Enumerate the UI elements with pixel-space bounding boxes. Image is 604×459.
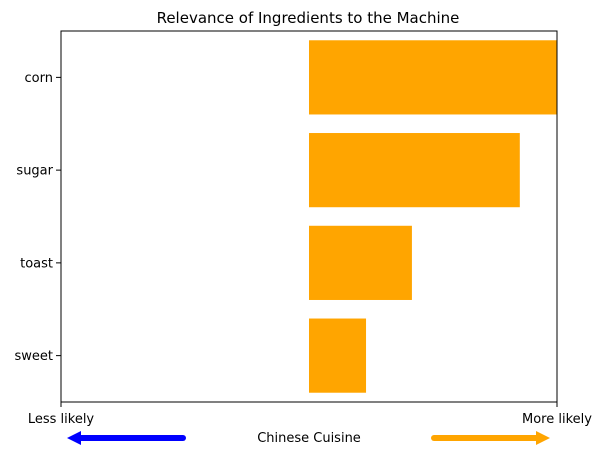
more-likely-label: More likely — [522, 412, 592, 427]
x-axis-label: Chinese Cuisine — [257, 431, 361, 446]
y-tick-label-sugar: sugar — [16, 164, 53, 179]
right-arrow-head — [536, 431, 550, 445]
bars-layer — [309, 40, 557, 393]
left-arrow-icon — [67, 431, 186, 445]
right-arrow-icon — [431, 431, 550, 445]
chart-title: Relevance of Ingredients to the Machine — [157, 9, 460, 27]
less-likely-label: Less likely — [28, 412, 95, 427]
bar-corn — [309, 40, 557, 115]
bar-sweet — [309, 318, 367, 393]
plot-frame — [60, 30, 558, 403]
x-axis-ticks — [60, 402, 558, 407]
bar-toast — [309, 225, 412, 300]
y-tick-label-sweet: sweet — [15, 349, 54, 364]
y-tick-label-corn: corn — [25, 71, 53, 86]
y-axis-ticks: corn sugar toast sweet — [15, 71, 61, 364]
left-arrow-head — [67, 431, 81, 445]
bar-sugar — [309, 133, 520, 208]
y-tick-label-toast: toast — [20, 256, 53, 271]
